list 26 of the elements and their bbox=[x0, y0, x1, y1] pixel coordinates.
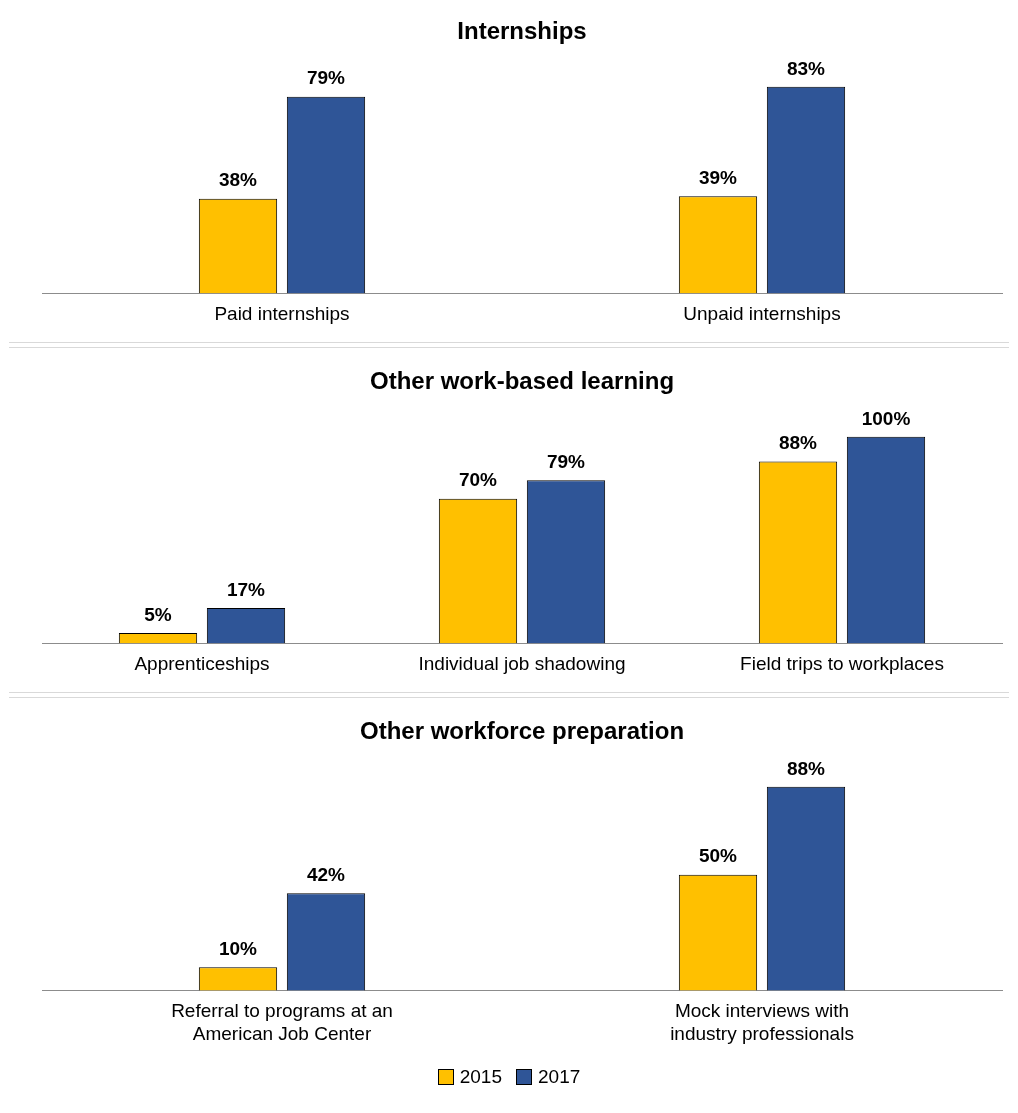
x-tick-label: Apprenticeships bbox=[134, 652, 270, 674]
x-tick-label: Referral to programs at an American Job Center bbox=[171, 1000, 393, 1044]
legend-label: 2015 bbox=[459, 1066, 502, 1088]
data-label: 50% bbox=[698, 845, 738, 867]
data-label: 38% bbox=[218, 169, 258, 191]
data-label: 88% bbox=[786, 757, 826, 779]
x-tick-label: Field trips to workplaces bbox=[740, 652, 944, 674]
data-label: 70% bbox=[458, 469, 498, 491]
data-label: 83% bbox=[786, 57, 826, 79]
legend-label: 2017 bbox=[538, 1066, 581, 1088]
data-label: 5% bbox=[144, 603, 172, 625]
data-label: 10% bbox=[218, 938, 258, 959]
data-label: 79% bbox=[306, 67, 346, 89]
chart-title: Other workforce preparation bbox=[359, 717, 685, 745]
data-label: 42% bbox=[306, 863, 346, 885]
data-label: 79% bbox=[546, 450, 586, 472]
x-tick-label: Paid internships bbox=[214, 302, 350, 324]
data-label: 17% bbox=[226, 578, 266, 600]
data-label: 39% bbox=[698, 166, 738, 188]
chart-title: Other work-based learning bbox=[369, 367, 675, 395]
chart-title: Internships bbox=[457, 17, 587, 45]
x-tick-label: Individual job shadowing bbox=[418, 652, 626, 674]
x-tick-label: Mock interviews with industry professionals bbox=[670, 1000, 854, 1044]
data-label: 88% bbox=[778, 432, 818, 454]
data-label: 100% bbox=[861, 407, 911, 429]
x-tick-label: Unpaid internships bbox=[683, 302, 841, 324]
